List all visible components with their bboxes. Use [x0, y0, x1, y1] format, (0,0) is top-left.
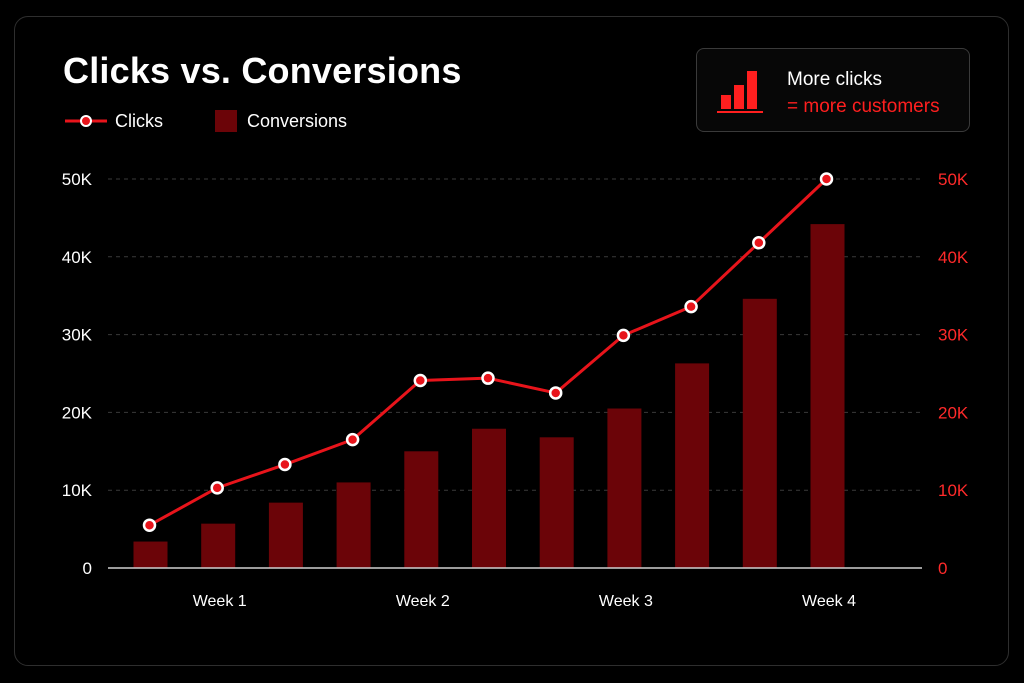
legend-bar-swatch — [215, 110, 237, 132]
clicks-point — [278, 457, 292, 472]
conversions-bar — [336, 482, 371, 568]
clicks-point — [752, 236, 766, 250]
chart-legend: Clicks Conversions — [65, 110, 399, 132]
grid-layer — [108, 178, 922, 491]
y-left-tick-label: 10K — [62, 481, 93, 500]
callout-line2: = more customers — [787, 96, 940, 117]
conversions-bar — [742, 298, 777, 568]
conversions-bar — [268, 502, 303, 568]
line-layer — [142, 172, 834, 532]
callout-line1: More clicks — [787, 69, 883, 90]
y-left-tick-label: 50K — [62, 170, 93, 189]
x-tick-label: Week 4 — [802, 593, 856, 610]
clicks-point — [210, 481, 224, 495]
y-right-tick-label: 50K — [938, 170, 969, 189]
x-tick-label: Week 3 — [599, 593, 653, 610]
legend-line-swatch — [65, 115, 107, 127]
y-left-tick-label: 0 — [83, 559, 92, 578]
x-tick-label: Week 2 — [396, 593, 450, 610]
bar-chart-icon — [717, 71, 763, 113]
legend-clicks-label: Clicks — [115, 110, 163, 131]
chart-title: Clicks vs. Conversions — [63, 50, 462, 91]
legend-item-clicks: Clicks — [65, 110, 163, 132]
conversions-bar — [810, 224, 845, 568]
bar-layer — [133, 224, 845, 568]
x-tick-label: Week 1 — [193, 593, 247, 610]
clicks-point — [616, 328, 631, 343]
clicks-point — [481, 371, 495, 385]
conversions-bar — [539, 437, 574, 568]
y-right-tick-label: 30K — [938, 326, 969, 345]
clicks-point — [548, 386, 563, 400]
conversions-bar — [607, 408, 642, 568]
y-right-tick-label: 40K — [938, 248, 969, 267]
axis-layer: 0 0 10K 10K 20K 20K 30K 30K 40K 40K 50K 50K Week 1 We… — [62, 170, 969, 610]
clicks-point — [684, 299, 698, 314]
conversions-bar — [675, 363, 710, 568]
conversions-bar — [472, 428, 506, 568]
y-right-tick-label: 0 — [938, 559, 947, 578]
legend-item-conversions: Conversions — [215, 110, 347, 132]
clicks-point — [819, 172, 834, 186]
legend-conversions-label: Conversions — [247, 110, 348, 131]
clicks-point — [413, 373, 428, 388]
y-left-tick-label: 40K — [62, 248, 93, 267]
conversions-bar — [201, 523, 236, 568]
y-right-tick-label: 20K — [938, 403, 969, 422]
y-right-tick-label: 10K — [938, 481, 969, 500]
conversions-bar — [133, 541, 168, 568]
clicks-point — [345, 432, 360, 447]
callout-box: More clicks = more customers — [696, 48, 970, 132]
conversions-bar — [404, 451, 439, 568]
y-left-tick-label: 20K — [62, 403, 93, 422]
clicks-point — [142, 518, 157, 532]
y-left-tick-label: 30K — [62, 326, 93, 345]
